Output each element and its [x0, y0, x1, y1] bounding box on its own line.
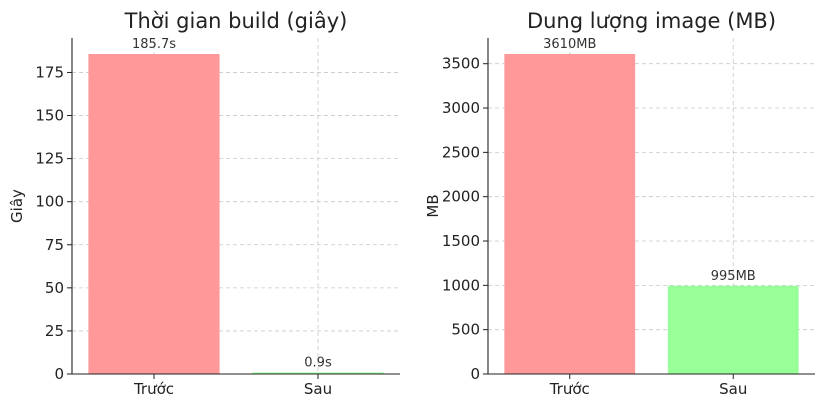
y-tick-label: 0 [54, 365, 64, 383]
y-axis-label: MB [424, 194, 442, 217]
y-tick-label: 100 [35, 193, 64, 211]
axes [67, 38, 400, 379]
bar-0 [504, 53, 636, 374]
x-tick-label: Sau [304, 380, 332, 398]
data-label: 995MB [711, 269, 756, 284]
data-label: 0.9s [304, 355, 332, 370]
y-tick-label: 2000 [442, 188, 480, 206]
build-time-chart: Thời gian build (giây) Giây 0 25 50 75 100 12… [8, 9, 400, 398]
y-tick-label: 1000 [442, 276, 480, 294]
y-tick-label: 3000 [442, 99, 480, 117]
y-tick-label: 50 [45, 279, 64, 297]
y-tick-label: 150 [35, 107, 64, 125]
y-tick-label: 25 [45, 322, 64, 340]
tick-labels: 0 25 50 75 100 125 150 175 185.7s 0.9s Trước Sau [35, 37, 332, 398]
y-tick-label: 75 [45, 236, 64, 254]
chart-title: Dung lượng image (MB) [527, 9, 776, 33]
y-tick-label: 3500 [442, 55, 480, 73]
bar-1 [252, 372, 384, 374]
bar-0 [88, 54, 220, 374]
y-tick-label: 0 [470, 365, 480, 383]
y-tick-label: 125 [35, 150, 64, 168]
bars [504, 53, 799, 374]
x-tick-label: Trước [549, 380, 590, 398]
y-tick-label: 500 [451, 321, 480, 339]
axes [483, 38, 815, 379]
bars [88, 54, 384, 374]
tick-labels: 0 500 1000 1500 2000 2500 3000 3500 3610MB 995MB T… [442, 37, 756, 398]
y-tick-label: 1500 [442, 232, 480, 250]
chart-title: Thời gian build (giây) [124, 9, 348, 33]
x-tick-label: Sau [719, 380, 747, 398]
y-tick-label: 2500 [442, 143, 480, 161]
data-label: 185.7s [132, 37, 176, 52]
y-axis-label: Giây [8, 189, 26, 223]
image-size-chart: Dung lượng image (MB) MB 0 500 1000 1500 200… [424, 9, 815, 398]
x-tick-label: Trước [133, 380, 174, 398]
bar-1 [667, 285, 799, 374]
data-label: 3610MB [543, 37, 596, 52]
y-tick-label: 175 [35, 63, 64, 81]
